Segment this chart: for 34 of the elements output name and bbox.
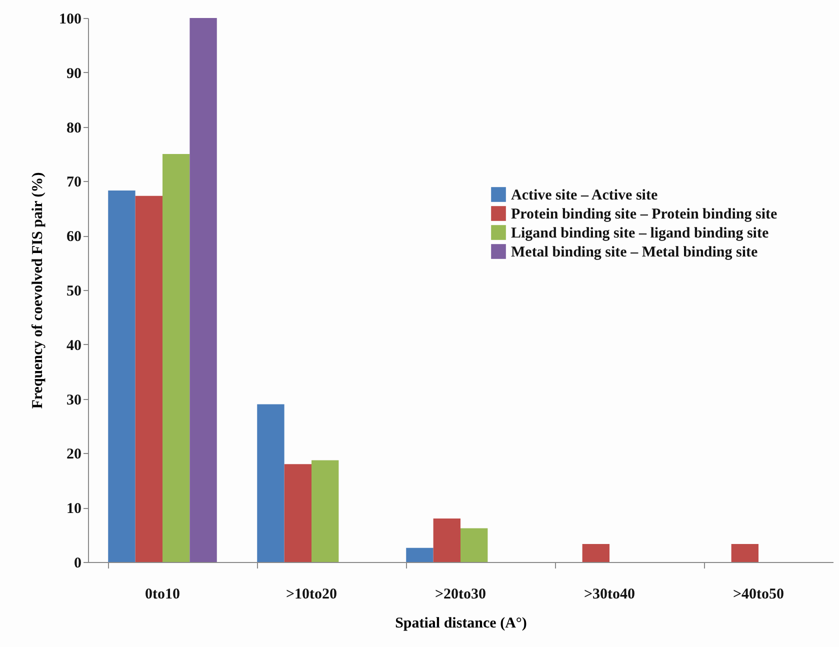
bar [433,518,460,562]
y-tick-label: 0 [74,556,82,572]
bar [582,544,610,562]
x-tick-label: 0to10 [145,586,180,602]
y-tick-label: 70 [66,174,82,191]
bar [406,548,434,562]
y-tick-label: 40 [66,338,82,354]
bar [162,154,190,562]
y-tick-label: 30 [66,392,82,408]
bar [312,460,339,562]
bar [257,404,284,562]
x-axis-title: Spatial distance (A°) [395,616,527,632]
bar [731,544,758,562]
y-tick-label: 60 [66,229,82,246]
x-tick-label: >20to30 [434,586,486,602]
y-tick-label: 20 [66,446,82,463]
legend-label: Ligand binding site – ligand binding site [511,226,769,242]
legend-label: Active site – Active site [511,188,658,204]
y-tick-label: 100 [59,12,82,28]
x-tick-label: >40to50 [732,586,784,602]
y-tick-label: 10 [66,501,82,518]
y-tick-label: 50 [66,284,82,300]
bar [460,528,488,562]
x-tick-label: >10to20 [286,586,338,602]
bar [108,190,136,562]
y-tick-label: 80 [66,120,82,136]
bar [284,464,312,562]
x-tick-label: >30to40 [584,586,636,602]
bar [135,196,162,562]
legend-label: Protein binding site – Protein binding site [511,206,778,222]
legend-label: Metal binding site – Metal binding site [511,244,758,260]
bar [190,18,217,562]
y-tick-label: 90 [66,66,82,82]
y-axis-title: Frequency of coevolved FIS pair (%) [30,172,46,409]
